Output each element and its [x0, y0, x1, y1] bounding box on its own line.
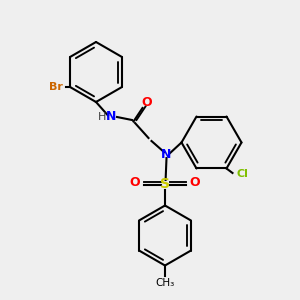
- Text: O: O: [190, 176, 200, 190]
- Text: S: S: [160, 178, 170, 191]
- Text: N: N: [161, 148, 172, 161]
- Text: H: H: [98, 112, 106, 122]
- Text: O: O: [130, 176, 140, 190]
- Text: Cl: Cl: [236, 169, 248, 179]
- Text: CH₃: CH₃: [155, 278, 175, 289]
- Text: N: N: [106, 110, 116, 124]
- Text: O: O: [142, 95, 152, 109]
- Text: Br: Br: [49, 82, 63, 92]
